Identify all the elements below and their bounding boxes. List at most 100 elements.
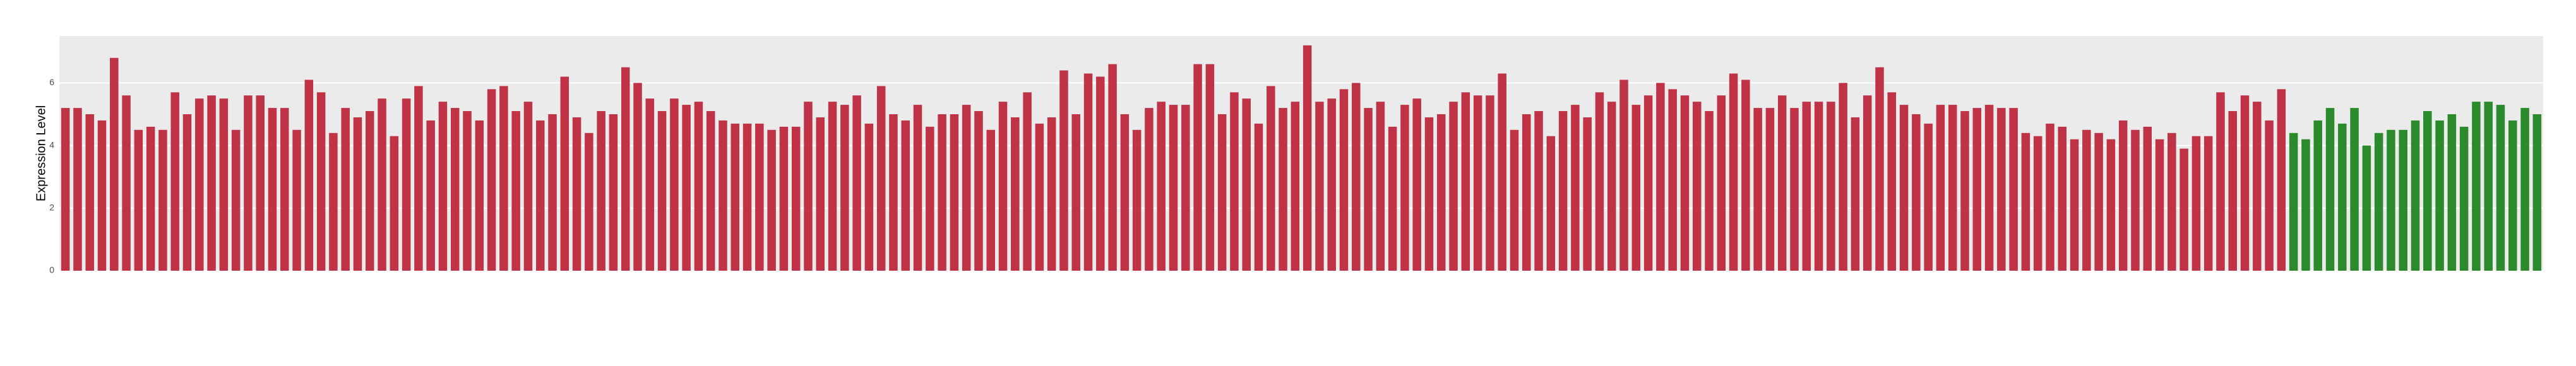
bar [535,120,545,271]
bar [1181,105,1190,271]
bar [2009,108,2018,271]
bar [1814,102,1823,271]
bar [1619,80,1628,271]
bar [85,114,94,271]
bar [1327,98,1336,271]
bar [1291,102,1300,271]
bar [256,95,265,271]
bar [2228,111,2237,271]
bar [706,111,715,271]
bar [1242,98,1251,271]
bar [2313,120,2322,271]
bar [1376,102,1385,271]
bar [1169,105,1178,271]
bar [1656,83,1665,271]
bar [597,111,605,271]
bar [840,105,849,271]
bar [2058,126,2067,271]
bar [1035,123,1044,271]
bar [694,102,703,271]
bar [974,111,983,271]
bar [1668,89,1677,271]
bar [572,117,581,271]
bar [2325,108,2335,271]
bar [1120,114,1130,271]
bar [1449,102,1458,271]
bar [1912,114,1921,271]
bar [2155,139,2164,271]
bar [1692,102,1702,271]
bar [1997,108,2006,271]
bar [1924,123,1933,271]
bar [1777,95,1787,271]
bar [585,133,593,271]
bar [986,129,995,271]
y-axis-label: Expression Level [34,105,48,201]
bar [207,95,216,271]
bar [523,102,533,271]
bar [2168,133,2176,271]
y-tick-label: 0 [49,265,54,275]
bar [1839,83,1847,271]
bar [1108,64,1117,271]
bar [2143,126,2152,271]
bar [682,105,691,271]
bar [2520,108,2529,271]
bar [2532,114,2542,271]
bar [852,95,861,271]
bar [730,123,740,271]
bar [791,126,801,271]
bar [487,89,496,271]
bar [828,102,837,271]
bar [2240,95,2250,271]
bar [61,108,70,271]
bar [657,111,667,271]
bar [560,76,569,271]
bar [1083,73,1093,271]
bar [511,111,520,271]
bar [1522,114,1531,271]
bar [1680,95,1690,271]
bar [1230,92,1239,271]
bar [1607,102,1616,271]
bar [2106,139,2116,271]
bar [2118,120,2128,271]
bar [2411,120,2420,271]
bar [2131,129,2140,271]
bar [2362,145,2371,271]
bar [1267,86,1275,271]
bar [876,86,886,271]
bar [1802,102,1811,271]
bar [1717,95,1726,271]
bar [2046,123,2054,271]
bar [2350,108,2359,271]
bar [499,86,508,271]
bar [378,98,386,271]
bar [1424,117,1434,271]
bar [475,120,484,271]
bar [353,117,362,271]
bar [1851,117,1860,271]
bar [2082,129,2091,271]
plot-background [59,36,2543,271]
bar [438,102,448,271]
bar [366,111,374,271]
bar [2399,129,2407,271]
bar [1960,111,1969,271]
bar [1790,108,1799,271]
bar [1643,95,1653,271]
bar [2191,136,2201,271]
bar [219,98,229,271]
bar [146,126,155,271]
bar [779,126,789,271]
bar [962,105,971,271]
bar [414,86,423,271]
bar [1437,114,1446,271]
bar [390,136,399,271]
bar [1145,108,1154,271]
bar [329,133,338,271]
bar [816,117,825,271]
bar [1279,108,1287,271]
bar [1887,92,1897,271]
